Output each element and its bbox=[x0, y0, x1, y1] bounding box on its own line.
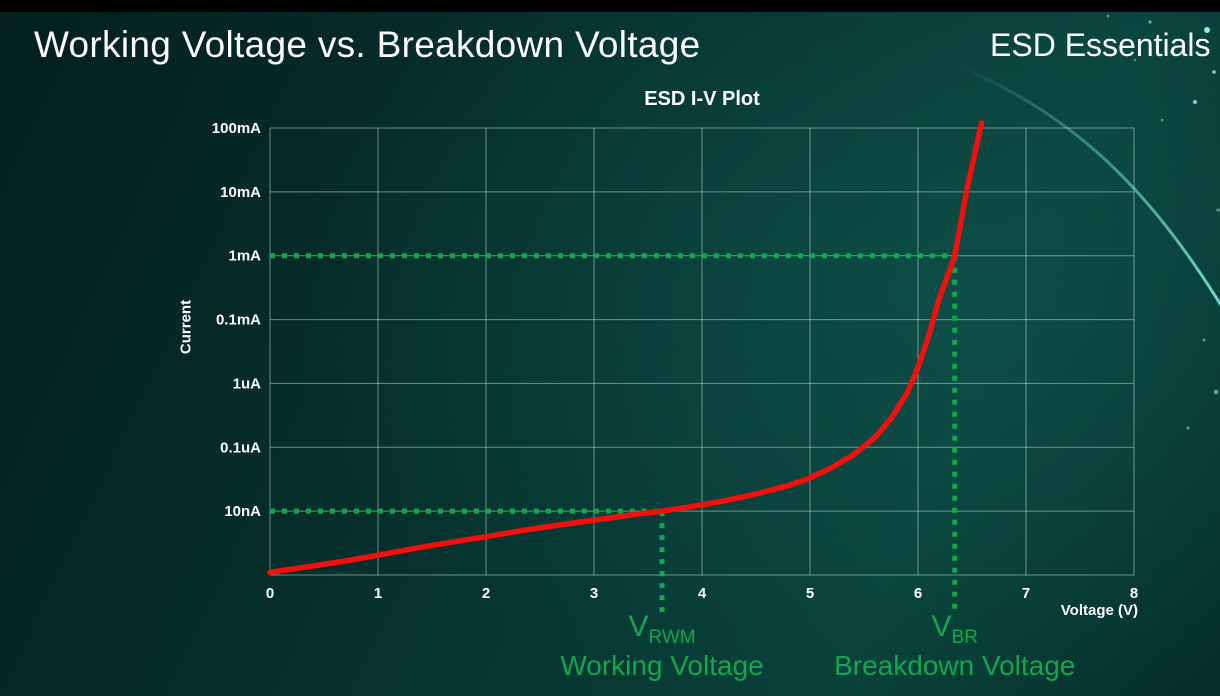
brand-watermark: ESD Essentials bbox=[990, 27, 1211, 63]
y-tick-label: 10nA bbox=[224, 503, 261, 520]
breakdown-voltage-annotation: VBR Breakdown Voltage bbox=[834, 610, 1075, 680]
x-tick-label: 7 bbox=[1022, 585, 1030, 602]
vbr-symbol-letter: V bbox=[931, 610, 952, 643]
y-tick-label: 0.1uA bbox=[220, 439, 261, 456]
breakdown-voltage-label: Breakdown Voltage bbox=[834, 649, 1076, 681]
y-tick-label: 0.1mA bbox=[216, 312, 261, 329]
working-voltage-annotation: VRWM Working Voltage bbox=[560, 610, 763, 680]
decor-arc bbox=[957, 64, 1220, 307]
vbr-symbol: VBR bbox=[834, 610, 1075, 649]
y-axis-label: Current bbox=[177, 299, 195, 355]
iv-curve bbox=[267, 120, 985, 576]
vrwm-symbol: VRWM bbox=[560, 610, 763, 649]
vrwm-symbol-letter: V bbox=[628, 610, 649, 643]
x-tick-label: 2 bbox=[482, 585, 490, 602]
vrwm-symbol-subscript: RWM bbox=[648, 627, 696, 648]
x-tick-label: 1 bbox=[374, 585, 382, 602]
x-tick-label: 3 bbox=[590, 585, 598, 602]
chart-title: ESD I-V Plot bbox=[644, 88, 760, 110]
x-tick-label: 4 bbox=[698, 585, 707, 602]
x-tick-label: 5 bbox=[806, 585, 814, 602]
y-tick-label: 10mA bbox=[220, 184, 261, 201]
y-tick-label: 1mA bbox=[228, 248, 261, 265]
x-tick-label: 6 bbox=[914, 585, 922, 602]
x-axis-label: Voltage (V) bbox=[1060, 602, 1138, 619]
page-title: Working Voltage vs. Breakdown Voltage bbox=[34, 24, 701, 65]
x-tick-label: 8 bbox=[1130, 585, 1138, 602]
x-tick-label: 0 bbox=[266, 585, 274, 602]
vbr-symbol-subscript: BR bbox=[951, 627, 978, 648]
y-tick-label: 1uA bbox=[233, 375, 262, 392]
decor-dots bbox=[1106, 14, 1220, 430]
top-letterbox-bar bbox=[0, 0, 1220, 12]
working-voltage-label: Working Voltage bbox=[560, 649, 764, 681]
y-tick-label: 100mA bbox=[212, 120, 261, 137]
